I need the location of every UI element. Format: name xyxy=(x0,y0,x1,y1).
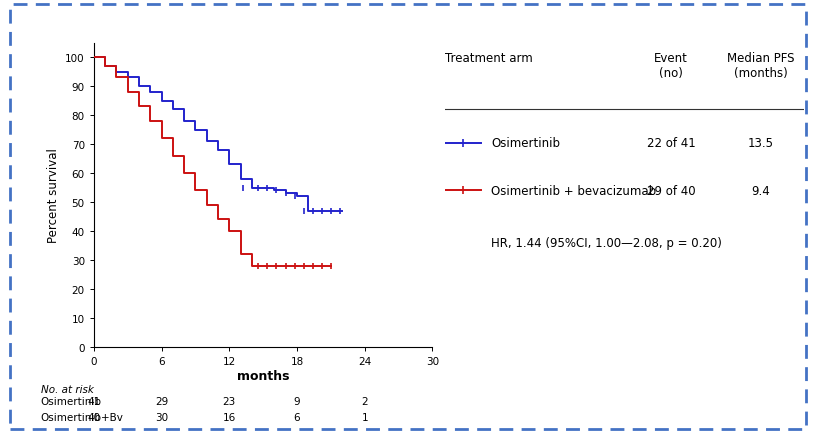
Text: Osimertinib: Osimertinib xyxy=(41,396,102,405)
Text: 22 of 41: 22 of 41 xyxy=(646,137,695,150)
Text: 16: 16 xyxy=(223,412,236,421)
Text: Osimertinib + bevacizumab: Osimertinib + bevacizumab xyxy=(491,184,657,197)
Text: Event
(no): Event (no) xyxy=(654,52,688,80)
Text: Osimertinib+Bv: Osimertinib+Bv xyxy=(41,412,124,421)
Text: 41: 41 xyxy=(87,396,100,405)
Text: 9.4: 9.4 xyxy=(752,184,770,197)
Text: 29: 29 xyxy=(155,396,168,405)
Text: 2: 2 xyxy=(361,396,368,405)
Text: 23: 23 xyxy=(223,396,236,405)
Text: 40: 40 xyxy=(87,412,100,421)
Text: 13.5: 13.5 xyxy=(747,137,774,150)
Y-axis label: Percent survival: Percent survival xyxy=(47,148,60,243)
Text: No. at risk: No. at risk xyxy=(41,384,94,394)
Text: 6: 6 xyxy=(294,412,300,421)
Text: months: months xyxy=(237,369,290,382)
Text: 9: 9 xyxy=(294,396,300,405)
Text: Osimertinib: Osimertinib xyxy=(491,137,561,150)
Text: 29 of 40: 29 of 40 xyxy=(646,184,695,197)
Text: Median PFS
(months): Median PFS (months) xyxy=(727,52,795,80)
Text: 30: 30 xyxy=(155,412,168,421)
Text: Treatment arm: Treatment arm xyxy=(445,52,533,65)
Text: HR, 1.44 (95%CI, 1.00—2.08, p = 0.20): HR, 1.44 (95%CI, 1.00—2.08, p = 0.20) xyxy=(491,237,722,250)
Text: 1: 1 xyxy=(361,412,368,421)
